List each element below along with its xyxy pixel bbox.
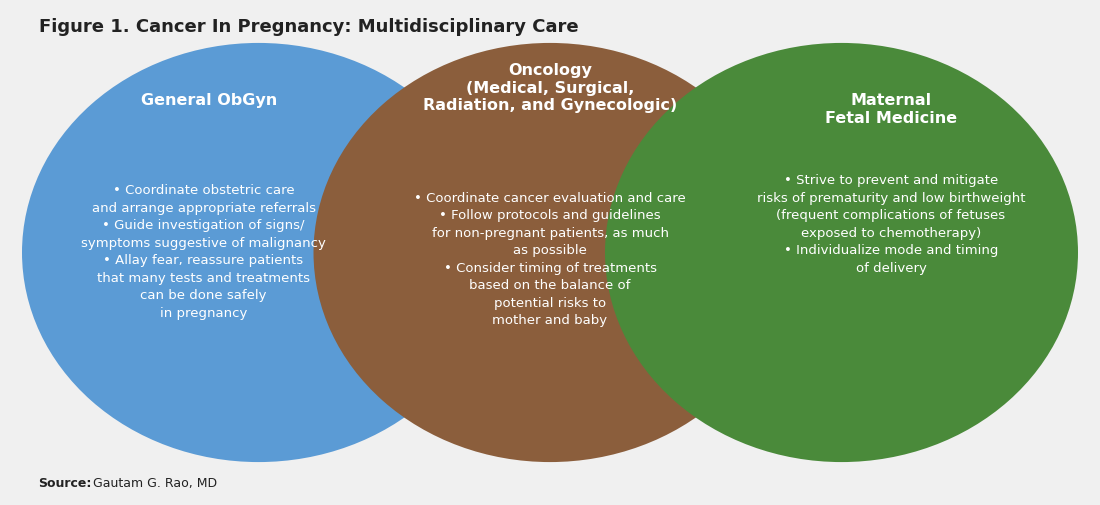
Text: Gautam G. Rao, MD: Gautam G. Rao, MD — [89, 477, 217, 490]
Text: Oncology
(Medical, Surgical,
Radiation, and Gynecologic): Oncology (Medical, Surgical, Radiation, … — [422, 63, 678, 113]
Text: General ObGyn: General ObGyn — [141, 93, 277, 109]
Text: Source:: Source: — [39, 477, 92, 490]
Text: • Coordinate obstetric care
and arrange appropriate referrals
• Guide investigat: • Coordinate obstetric care and arrange … — [81, 184, 326, 320]
Ellipse shape — [605, 43, 1078, 462]
Ellipse shape — [314, 43, 786, 462]
Text: • Strive to prevent and mitigate
risks of prematurity and low birthweight
(frequ: • Strive to prevent and mitigate risks o… — [757, 174, 1025, 275]
Ellipse shape — [22, 43, 495, 462]
Text: Maternal
Fetal Medicine: Maternal Fetal Medicine — [825, 93, 957, 126]
Text: Figure 1. Cancer In Pregnancy: Multidisciplinary Care: Figure 1. Cancer In Pregnancy: Multidisc… — [39, 18, 579, 36]
Text: • Coordinate cancer evaluation and care
• Follow protocols and guidelines
for no: • Coordinate cancer evaluation and care … — [414, 192, 686, 327]
